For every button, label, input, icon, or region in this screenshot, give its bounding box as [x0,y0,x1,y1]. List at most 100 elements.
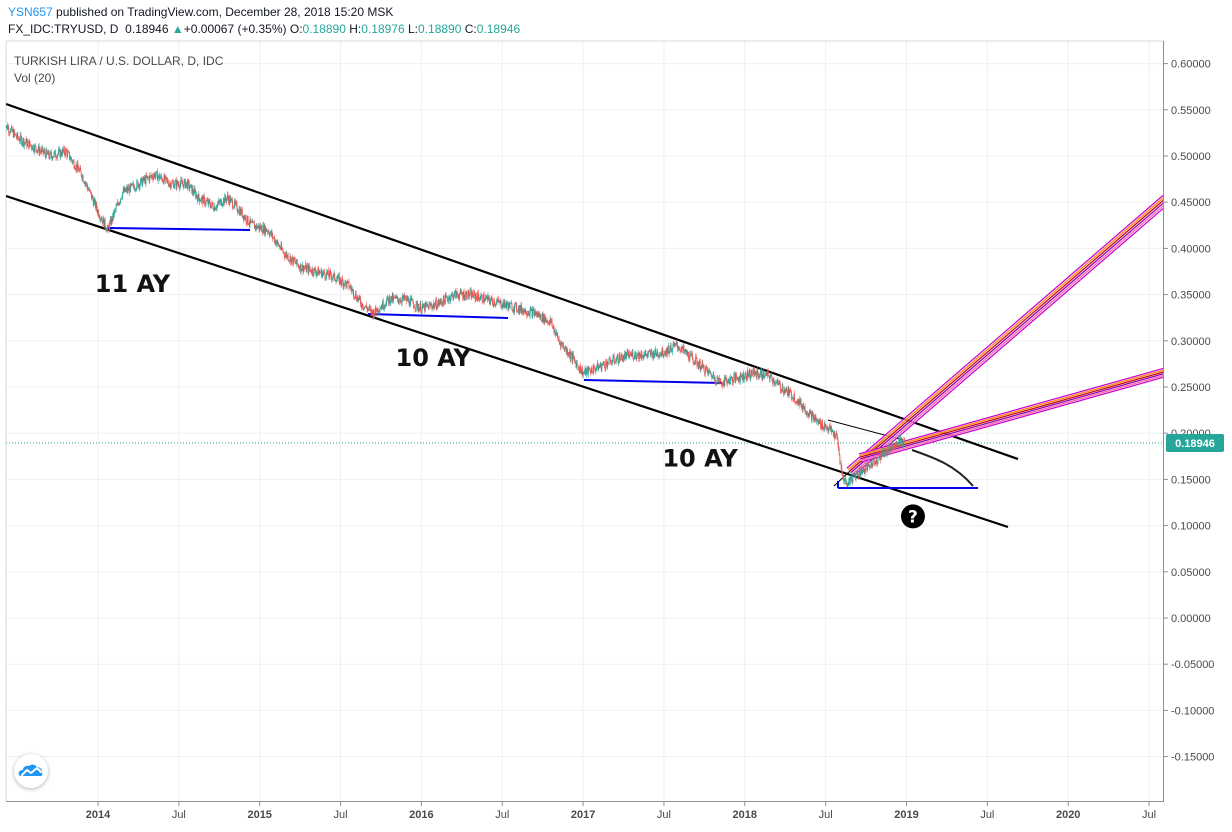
candle-body [673,344,675,345]
candle-body [363,308,365,309]
candle-body [898,437,900,442]
candle-body [336,279,338,283]
channel-upper-line[interactable] [6,102,1019,461]
fan-band-shallow[interactable] [858,367,1171,463]
candle-body [296,259,298,264]
candle-body [595,369,597,372]
candle-body [603,361,605,365]
tradingview-logo[interactable] [14,754,48,788]
author-link[interactable]: YSN657 [8,5,53,19]
candle-body [110,219,112,225]
support-line-3[interactable] [583,379,723,384]
candle-body [834,435,836,438]
candle-body [137,181,139,188]
fan-band-steep[interactable] [846,192,1174,477]
candle-body [281,244,283,249]
candle-body [647,353,649,355]
channel-lower-line[interactable] [6,194,1009,529]
candle-body [810,411,812,420]
candle-body [276,243,277,245]
candle-body [243,216,245,220]
candle-body [488,295,490,298]
candle-body [42,147,44,153]
candle-body [710,372,711,374]
candle-body [138,184,140,188]
candle-body [401,298,403,303]
candle-body [115,206,117,210]
candle-body [686,350,688,355]
candle-body [566,349,568,352]
candle-body [395,296,397,298]
candle-body [33,150,35,152]
candle-body [766,372,768,376]
candle-body [364,306,366,308]
candle-body [274,240,276,243]
candle-body [790,391,792,399]
candle-body [695,357,697,364]
candle-body [730,377,732,378]
candle-body [492,303,494,306]
candle-body [837,440,839,445]
candle-body [636,353,638,356]
candle-body [851,481,853,483]
candle-body [611,361,613,363]
support-lines[interactable] [107,227,978,489]
candle-body [193,192,195,195]
candle-body [730,377,732,382]
candle-body [510,303,512,304]
candle-body [651,353,653,358]
candle-body [608,357,610,365]
candle-body [310,269,312,273]
candle-body [230,198,232,203]
candle-body [865,463,867,466]
trend-channel[interactable] [6,102,1019,529]
candle-body [196,194,198,198]
candle-body [446,296,448,298]
candle-body [224,195,226,204]
candle-body [395,296,396,299]
candle-body [100,218,102,221]
candle-body [792,397,794,401]
y-axis[interactable]: 0.60000 0.55000 0.50000 0.45000 0.40000 0.350… [1163,59,1214,764]
candle-body [277,240,279,243]
candle-body [316,271,318,274]
support-line-2[interactable] [367,313,509,319]
candle-body [61,154,63,156]
candle-body [661,348,663,355]
candle-body [750,370,752,377]
candle-body [865,465,867,471]
x-tick-label: Jul [980,809,994,821]
candle-body [459,290,461,295]
candle-body [648,351,650,352]
support-line-1[interactable] [107,227,251,231]
candle-body [329,271,331,278]
candle-body [345,280,347,283]
x-axis[interactable]: 2014 Jul 2015 Jul 2016 Jul 2017 Jul 2018 Jul 2019 J… [86,801,1156,821]
candle-body [265,227,266,234]
candle-body [561,342,563,344]
candle-body [290,256,292,264]
candle-body [444,300,446,305]
last-price-label: 0.18946 [1166,433,1224,452]
candle-body [50,152,52,157]
candle-body [96,203,98,210]
candle-body [450,294,452,299]
fibonacci-fan[interactable] [846,192,1174,477]
candle-body [794,393,796,403]
candle-body [192,187,194,193]
candle-body [530,308,532,310]
candle-body [127,187,129,191]
candle-body [713,374,715,380]
candle-body [539,313,541,317]
candle-body [458,297,460,299]
candle-body [582,368,583,377]
candle-body [272,232,274,239]
candle-body [571,353,572,355]
candle-body [679,348,681,351]
price-chart[interactable]: 0.60000 0.55000 0.50000 0.45000 0.40000 0.350… [0,40,1232,832]
high-label: H: [349,22,362,36]
candle-body [774,383,776,385]
candle-body [429,303,431,305]
candle-body [454,290,456,293]
projection-curve[interactable] [911,449,974,487]
